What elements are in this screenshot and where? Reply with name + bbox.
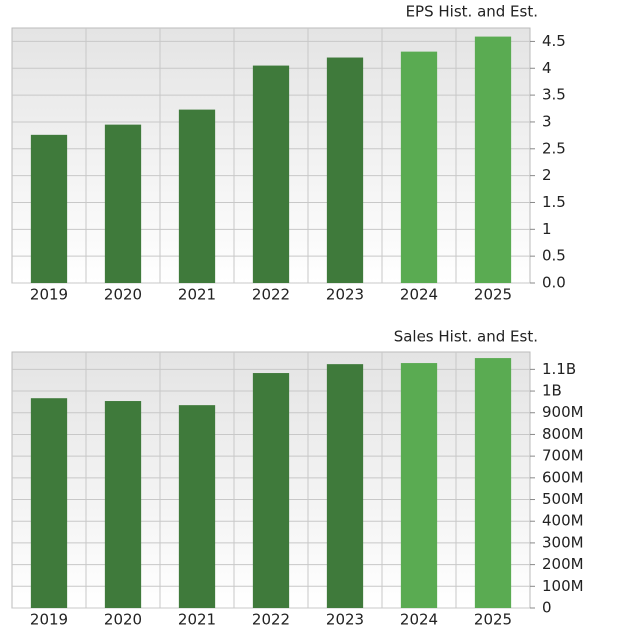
bar (104, 401, 142, 608)
y-tick-label: 300M (542, 533, 584, 551)
y-tick-label: 500M (542, 490, 584, 508)
x-tick-label: 2023 (326, 286, 364, 304)
y-tick-label: 0 (542, 599, 552, 617)
y-tick-label: 600M (542, 468, 584, 486)
y-tick-label: 800M (542, 425, 584, 443)
y-tick-label: 2.5 (542, 139, 566, 157)
bar (400, 51, 438, 284)
bar (252, 65, 290, 283)
x-tick-label: 2024 (400, 286, 438, 304)
chart-title: EPS Hist. and Est. (406, 3, 538, 21)
y-tick-label: 1B (542, 382, 562, 400)
x-tick-label: 2025 (474, 286, 512, 304)
x-tick-label: 2024 (400, 611, 438, 629)
x-tick-label: 2019 (30, 611, 68, 629)
x-tick-label: 2022 (252, 611, 290, 629)
bar (30, 398, 68, 608)
y-tick-label: 4 (542, 59, 552, 77)
y-tick-label: 1.1B (542, 360, 576, 378)
y-tick-label: 1.5 (542, 193, 566, 211)
y-tick-label: 200M (542, 555, 584, 573)
y-tick-label: 3.5 (542, 86, 566, 104)
x-tick-label: 2021 (178, 286, 216, 304)
x-tick-label: 2020 (104, 286, 142, 304)
x-tick-label: 2023 (326, 611, 364, 629)
y-tick-label: 100M (542, 577, 584, 595)
bar (400, 363, 438, 608)
bar (178, 405, 216, 608)
y-tick-label: 3 (542, 112, 552, 130)
y-tick-label: 2 (542, 166, 552, 184)
bar (178, 109, 216, 283)
x-tick-label: 2019 (30, 286, 68, 304)
x-tick-label: 2020 (104, 611, 142, 629)
x-tick-label: 2021 (178, 611, 216, 629)
y-tick-label: 0.5 (542, 247, 566, 265)
x-tick-label: 2025 (474, 611, 512, 629)
bar (474, 358, 512, 608)
bar (474, 36, 512, 283)
y-tick-label: 400M (542, 512, 584, 530)
x-tick-label: 2022 (252, 286, 290, 304)
bar (252, 373, 290, 608)
chart-title: Sales Hist. and Est. (394, 328, 538, 346)
y-tick-label: 700M (542, 447, 584, 465)
y-tick-label: 1 (542, 220, 552, 238)
bar (30, 134, 68, 283)
y-tick-label: 0.0 (542, 274, 566, 292)
bar (326, 364, 364, 608)
y-tick-label: 900M (542, 403, 584, 421)
bar (104, 124, 142, 283)
y-tick-label: 4.5 (542, 32, 566, 50)
bar (326, 57, 364, 283)
